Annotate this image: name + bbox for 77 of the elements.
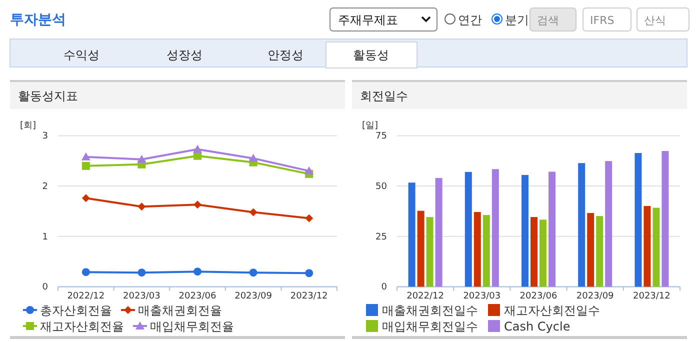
bar (605, 161, 612, 287)
point (305, 269, 314, 278)
point (249, 268, 258, 277)
x-tick-label: 2023/09 (234, 292, 272, 302)
bar (587, 213, 594, 287)
x-tick-label: 2022/12 (67, 292, 105, 302)
point (138, 202, 146, 211)
text: 검색 (537, 14, 559, 27)
point (194, 200, 202, 209)
point (138, 268, 146, 277)
text: 주재무제표 (338, 13, 398, 27)
y-axis-title: [회] (20, 121, 36, 131)
y-tick-label: 0 (381, 282, 388, 293)
bar (540, 220, 546, 287)
legend-label: 재고자산회전율 (40, 320, 124, 334)
y-axis-title: [일] (362, 121, 378, 131)
legend-label: 매입채무회전일수 (382, 320, 478, 334)
bar (652, 208, 660, 287)
legend-label: 총자산회전율 (40, 304, 112, 318)
legend-label: 재고자산회전일수 (504, 304, 600, 318)
point (248, 154, 258, 162)
bar (522, 174, 528, 287)
y-tick-label: 25 (376, 232, 387, 242)
y-tick-label: 1 (42, 232, 48, 242)
legend-label: Cash Cycle (504, 320, 570, 334)
point (304, 166, 314, 174)
point (137, 154, 146, 163)
point (194, 268, 202, 276)
y-tick-label: 2 (42, 182, 48, 192)
bar (548, 172, 556, 287)
text: 성장성 (166, 48, 202, 62)
legend-label: 매출채권회전일수 (382, 304, 478, 318)
x-tick-label: 2023/06 (520, 292, 558, 302)
point (193, 144, 202, 153)
point (305, 214, 314, 222)
text: 수익성 (64, 48, 100, 62)
y-tick-label: 50 (376, 182, 388, 192)
text: IFRS (590, 14, 614, 27)
x-tick-label: 2023/09 (576, 292, 614, 302)
bar (464, 172, 472, 287)
bar (426, 217, 434, 287)
point (82, 162, 90, 170)
point (82, 268, 90, 276)
bar (417, 210, 424, 287)
point (81, 152, 90, 160)
text: 분기 (505, 13, 529, 27)
bar (644, 206, 651, 287)
text: 투자분석 (10, 12, 66, 28)
chart-title: 활동성지표 (18, 89, 78, 103)
y-tick-label: 0 (42, 282, 48, 293)
chart-title: 회전일수 (360, 89, 408, 103)
x-tick-label: 2022/12 (406, 292, 444, 302)
x-tick-label: 2023/03 (463, 292, 501, 302)
y-tick-label: 3 (42, 132, 48, 142)
y-tick-label: 75 (376, 132, 387, 142)
bar (596, 216, 604, 287)
point (82, 194, 90, 202)
text: 연간 (458, 13, 482, 27)
point (249, 208, 258, 216)
bar (634, 153, 642, 287)
x-tick-label: 2023/06 (178, 292, 216, 302)
bar (492, 169, 499, 287)
legend-label: 매출채권회전율 (138, 304, 222, 318)
bar (662, 151, 669, 287)
bar (435, 178, 442, 287)
bar (482, 215, 490, 287)
text: 안정성 (268, 48, 304, 62)
bar (578, 163, 586, 287)
x-tick-label: 2023/12 (633, 292, 670, 302)
x-tick-label: 2023/03 (123, 292, 160, 302)
legend-label: 매입채무회전율 (150, 320, 234, 334)
text: 산식 (644, 14, 666, 27)
bar (530, 217, 538, 287)
x-tick-label: 2023/12 (290, 292, 328, 302)
bar (474, 212, 481, 287)
bar (408, 182, 416, 287)
text: 활동성 (353, 48, 389, 62)
